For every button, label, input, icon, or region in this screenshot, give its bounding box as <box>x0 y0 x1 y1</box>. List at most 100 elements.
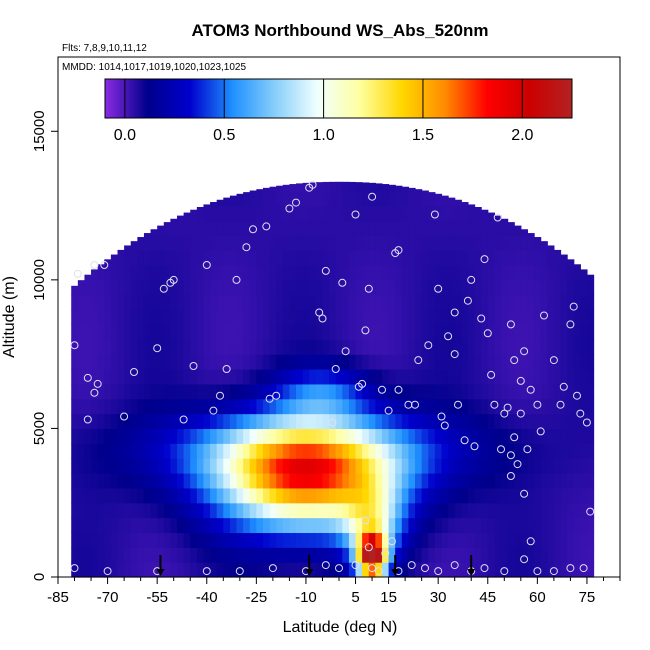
observation-point <box>450 561 459 570</box>
heatmap-cell <box>428 339 436 355</box>
heatmap-cell <box>362 324 370 340</box>
heatmap-cell <box>448 443 456 459</box>
heatmap-cell <box>368 502 376 519</box>
heatmap-cell <box>381 473 390 489</box>
heatmap-cell <box>421 383 429 400</box>
heatmap-cell <box>454 339 462 355</box>
heatmap-cell <box>236 279 244 296</box>
heatmap-cell <box>355 413 363 430</box>
heatmap-cell <box>454 532 462 548</box>
heatmap-cell <box>342 279 350 296</box>
observation-point <box>500 409 509 418</box>
observation-point <box>513 460 522 469</box>
heatmap-cell <box>520 428 529 444</box>
heatmap-cell <box>553 473 562 489</box>
heatmap-cell <box>137 428 145 444</box>
heatmap-cell <box>309 309 317 326</box>
heatmap-cell <box>580 443 588 459</box>
heatmap-cell <box>534 443 542 459</box>
heatmap-cell <box>262 279 271 296</box>
heatmap-cell <box>348 294 357 311</box>
heatmap-cell <box>150 413 158 430</box>
observation-point <box>169 275 178 284</box>
observation-points <box>70 180 595 576</box>
heatmap-cell <box>329 398 337 415</box>
heatmap-cell <box>520 339 529 355</box>
heatmap-cell <box>243 532 251 548</box>
heatmap-cell <box>481 547 489 563</box>
heatmap-cell <box>520 250 529 266</box>
heatmap-cell <box>256 250 264 266</box>
heatmap-cell <box>335 443 343 459</box>
heatmap-cell <box>481 209 489 222</box>
heatmap-cell <box>269 473 277 489</box>
heatmap-cell <box>507 473 515 489</box>
observation-point <box>285 204 294 213</box>
heatmap-cell <box>91 562 99 578</box>
heatmap-cell <box>381 413 390 430</box>
heatmap-cell <box>203 383 211 400</box>
heatmap-cell <box>289 502 297 519</box>
heatmap-cell <box>216 517 224 534</box>
heatmap-cell <box>322 443 330 459</box>
heatmap-cell <box>381 265 390 281</box>
heatmap-cell <box>289 250 297 266</box>
heatmap-cell <box>567 458 575 474</box>
heatmap-cell <box>269 443 277 459</box>
heatmap-cell <box>130 562 138 578</box>
heatmap-cell <box>401 279 410 296</box>
heatmap-cell <box>150 458 158 474</box>
heatmap-cell <box>441 532 449 548</box>
heatmap-cell <box>143 369 152 385</box>
heatmap-cell <box>315 324 324 340</box>
heatmap-cell <box>282 235 291 251</box>
heatmap-cell <box>157 443 165 459</box>
heatmap-cell <box>586 294 595 311</box>
heatmap-cell <box>229 413 238 430</box>
heatmap-cell <box>421 190 429 207</box>
heatmap-cell <box>408 487 416 504</box>
heatmap-cell <box>104 339 112 355</box>
heatmap-cell <box>117 309 125 326</box>
heatmap-cell <box>276 324 284 340</box>
heatmap-cell <box>494 215 502 222</box>
heatmap-cell <box>395 250 403 266</box>
heatmap-cell <box>408 250 416 266</box>
heatmap-cell <box>137 562 145 578</box>
heatmap-cell <box>289 458 297 474</box>
heatmap-cell <box>177 517 185 534</box>
heatmap-cell <box>170 279 178 296</box>
heatmap-cell <box>256 487 264 504</box>
heatmap-cell <box>157 487 165 504</box>
heatmap-cell <box>487 517 495 534</box>
heatmap-cell <box>514 443 522 459</box>
heatmap-cell <box>97 265 105 281</box>
heatmap-cell <box>448 279 456 296</box>
heatmap-cell <box>243 354 251 370</box>
heatmap-cell <box>381 294 390 311</box>
heatmap-cell <box>143 458 152 474</box>
heatmap-cell <box>223 458 231 474</box>
heatmap-cell <box>196 532 205 548</box>
heatmap-cell <box>375 487 383 504</box>
heatmap-cell <box>474 250 482 266</box>
heatmap-cell <box>84 354 92 370</box>
heatmap-cell <box>494 354 502 370</box>
heatmap-cell <box>474 458 482 474</box>
heatmap-cell <box>441 502 449 519</box>
heatmap-cell <box>580 324 588 340</box>
heatmap-cell <box>395 458 403 474</box>
heatmap-cell <box>441 339 449 355</box>
heatmap-cell <box>117 517 125 534</box>
heatmap-cell <box>249 190 257 207</box>
heatmap-cell <box>296 443 304 459</box>
heatmap-cell <box>448 517 456 534</box>
heatmap-cell <box>540 324 548 340</box>
heatmap-cell <box>190 547 198 563</box>
heatmap-cell <box>216 294 224 311</box>
observation-point <box>394 385 403 394</box>
heatmap-cell <box>441 413 449 430</box>
colorbar: 0.0 0.5 1.0 1.5 2.0 <box>104 78 573 144</box>
heatmap-cell <box>130 517 138 534</box>
heatmap-cell <box>130 413 138 430</box>
